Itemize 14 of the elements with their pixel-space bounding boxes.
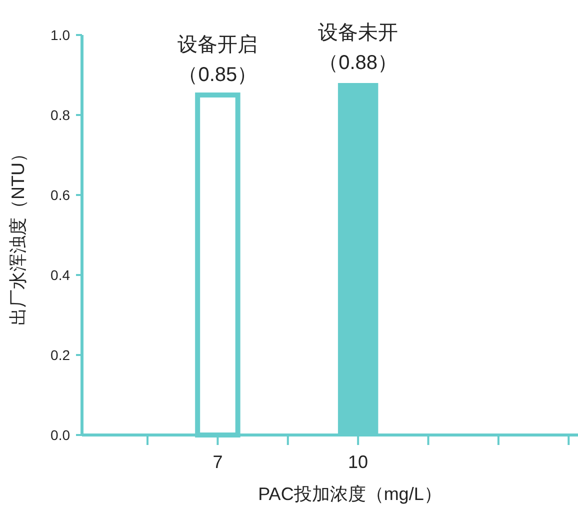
text: 设备未开: [318, 22, 398, 44]
x-tick-label: 7: [212, 452, 223, 472]
y-tick-label: 0.0: [50, 427, 70, 443]
y-tick-label: 0.8: [50, 107, 70, 123]
y-tick-label: 1.0: [50, 27, 70, 43]
text: 设备开启: [178, 34, 258, 56]
y-tick-label: 0.2: [50, 347, 70, 363]
data-label: （0.88）: [318, 52, 398, 74]
x-axis-title: PAC投加浓度（mg/L）: [258, 484, 442, 504]
data-label: （0.85）: [178, 64, 258, 86]
y-tick-label: 0.6: [50, 187, 70, 203]
y-tick-label: 0.4: [50, 267, 70, 283]
y-axis-title: 出厂水浑浊度（NTU）: [8, 144, 28, 326]
x-tick-label: 10: [348, 452, 368, 472]
